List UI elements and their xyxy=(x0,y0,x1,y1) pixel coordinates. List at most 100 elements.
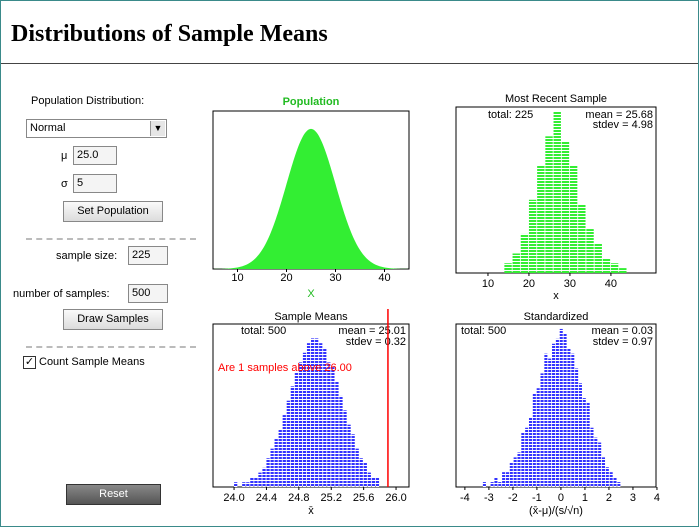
draw-samples-button[interactable]: Draw Samples xyxy=(63,309,163,330)
histogram-bar xyxy=(528,199,537,273)
x-axis-label: x̄ xyxy=(308,505,314,517)
mu-input[interactable]: 25.0 xyxy=(73,146,117,165)
histogram-bar xyxy=(602,258,611,273)
sigma-input[interactable]: 5 xyxy=(73,174,117,193)
histogram-bar xyxy=(590,427,594,487)
histogram-bar xyxy=(509,462,513,487)
histogram-bar xyxy=(270,448,274,487)
histogram-bar xyxy=(246,482,250,487)
x-tick-label: 24.4 xyxy=(256,492,277,504)
histogram-bar xyxy=(525,427,529,487)
histogram-bar xyxy=(242,482,246,487)
histogram-bar xyxy=(617,482,621,487)
histogram-bar xyxy=(528,417,533,487)
histogram-bar xyxy=(311,338,315,487)
histogram-bar xyxy=(367,472,371,487)
stat-text: stdev = 0.97 xyxy=(593,336,653,348)
x-tick-label: -4 xyxy=(460,492,470,504)
histogram-bar xyxy=(569,165,578,273)
stat-text: total: 225 xyxy=(488,109,533,121)
stat-text: total: 500 xyxy=(461,325,506,337)
histogram-bar xyxy=(327,362,331,487)
histogram-bar xyxy=(347,424,351,487)
chart-title: Population xyxy=(283,96,340,108)
x-axis-label: X xyxy=(307,288,315,300)
histogram-bar xyxy=(548,358,552,487)
histogram-bar xyxy=(274,439,278,487)
histogram-bar xyxy=(563,333,567,487)
select-value: Normal xyxy=(30,122,66,134)
histogram-bar xyxy=(582,398,586,487)
x-tick-label: 1 xyxy=(582,492,588,504)
histogram-bar xyxy=(482,482,486,487)
cutoff-annotation: Are 1 samples above 26.00 xyxy=(218,362,352,374)
histogram-bar xyxy=(594,437,598,487)
histogram-bar xyxy=(286,400,290,487)
stat-text: mean = 25.01 xyxy=(338,325,406,337)
histogram-bar xyxy=(610,263,619,273)
histogram-bar xyxy=(502,472,506,487)
x-tick-label: -2 xyxy=(508,492,518,504)
histogram-bar xyxy=(594,243,602,273)
histogram-bar xyxy=(598,442,602,487)
mu-label: μ xyxy=(61,150,68,162)
x-tick-label: 20 xyxy=(523,278,535,290)
histogram-bar xyxy=(504,263,512,273)
histogram-bar xyxy=(575,368,579,487)
histogram-bar xyxy=(553,111,561,273)
histogram-bar xyxy=(512,253,520,273)
stat-text: total: 500 xyxy=(241,325,286,337)
x-tick-label: 0 xyxy=(558,492,564,504)
x-tick-label: 40 xyxy=(605,278,617,290)
histogram-bar xyxy=(536,388,540,487)
histogram-bar xyxy=(609,472,613,487)
set-population-button[interactable]: Set Population xyxy=(63,201,163,222)
stat-text: stdev = 0.32 xyxy=(346,336,406,348)
histogram-bar xyxy=(601,457,606,487)
histogram-bar xyxy=(532,393,536,487)
stat-text: mean = 25.68 xyxy=(585,109,653,121)
histogram-bar xyxy=(605,467,609,487)
histogram-bar xyxy=(339,395,343,487)
histogram-bar xyxy=(363,463,367,487)
histogram-bar xyxy=(331,367,335,487)
histogram-bar xyxy=(290,386,295,487)
histogram-bar xyxy=(343,410,347,487)
histogram-bar xyxy=(234,482,238,487)
histogram-bar xyxy=(498,482,502,487)
x-tick-label: 10 xyxy=(231,272,243,284)
title-rule xyxy=(1,63,698,64)
histogram-bar xyxy=(335,381,339,487)
chart-title: Most Recent Sample xyxy=(505,93,607,105)
x-tick-label: 20 xyxy=(280,272,292,284)
x-tick-label: 26.0 xyxy=(385,492,406,504)
histogram-bar xyxy=(262,467,266,487)
histogram-bar xyxy=(555,338,559,487)
x-tick-label: 25.6 xyxy=(353,492,374,504)
x-tick-label: 25.2 xyxy=(321,492,342,504)
sample-size-input[interactable]: 225 xyxy=(128,246,168,265)
histogram-bar xyxy=(282,415,286,487)
reset-button[interactable]: Reset xyxy=(66,484,161,505)
histogram-bar xyxy=(355,448,359,487)
x-tick-label: -3 xyxy=(484,492,494,504)
x-tick-label: 24.8 xyxy=(288,492,309,504)
histogram-bar xyxy=(371,477,375,487)
density-curve xyxy=(213,128,409,269)
count-label: Count Sample Means xyxy=(39,356,145,368)
histogram-bar xyxy=(323,347,327,487)
population-label: Population Distribution: xyxy=(31,95,145,107)
x-tick-label: -1 xyxy=(532,492,542,504)
count-checkbox[interactable]: ✓ xyxy=(23,356,36,369)
histogram-bar xyxy=(254,477,258,487)
histogram-bar xyxy=(537,165,545,273)
histogram-bar xyxy=(571,353,575,487)
x-axis-label: x xyxy=(553,290,559,302)
histogram-bar xyxy=(359,458,363,487)
distribution-select[interactable]: Normal ▼ xyxy=(26,119,167,138)
separator xyxy=(26,346,196,348)
x-axis-label: (x̄-μ)/(s/√n) xyxy=(529,505,583,517)
sigma-label: σ xyxy=(61,178,68,190)
num-samples-input[interactable]: 500 xyxy=(128,284,168,303)
x-tick-label: 2 xyxy=(606,492,612,504)
